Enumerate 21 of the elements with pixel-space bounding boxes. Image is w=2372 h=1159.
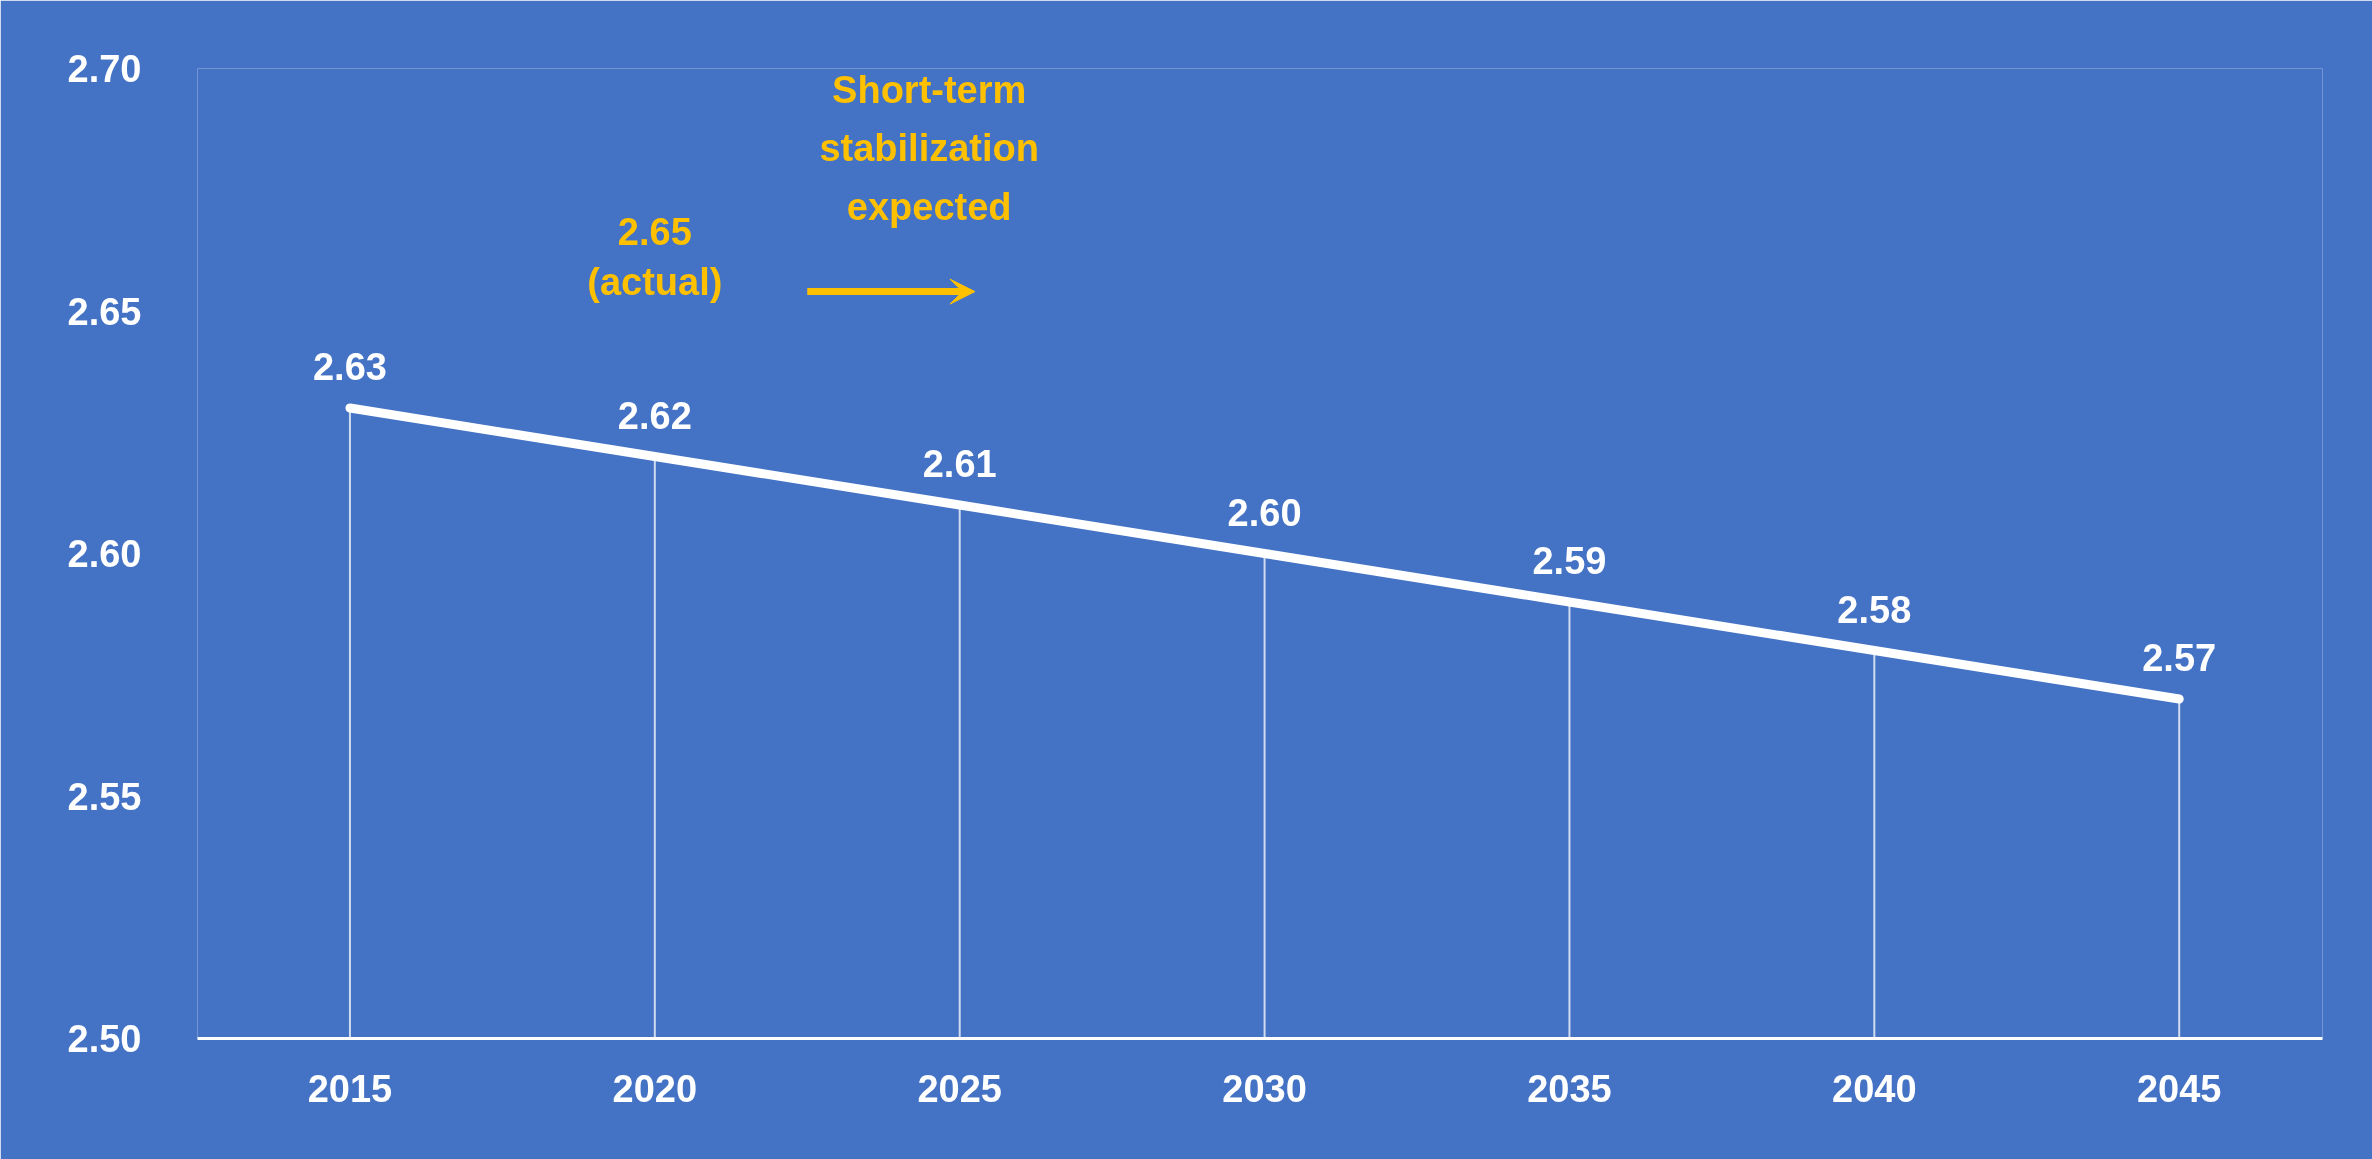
x-tick-label: 2020 — [612, 1067, 698, 1110]
text: 2.65 — [67, 290, 142, 333]
x-tick-label: 2035 — [1527, 1067, 1612, 1110]
annotation: 2.65 (actual) — [587, 210, 723, 303]
data-label: 2.57 — [2142, 637, 2217, 679]
x-tick-label: 2030 — [1222, 1067, 1307, 1110]
data-label: 2.63 — [312, 346, 387, 388]
x-tick-label: 2025 — [917, 1067, 1002, 1110]
data-label: 2.59 — [1532, 540, 1607, 582]
data-label: 2.58 — [1837, 588, 1912, 631]
text: 2.55 — [67, 775, 142, 818]
text: 2.70 — [67, 48, 142, 90]
data-label: 2.61 — [922, 443, 997, 485]
x-tick-label: 2045 — [2136, 1067, 2222, 1110]
annotation: Short-term stabilization expected — [819, 68, 1039, 229]
data-label: 2.62 — [617, 394, 692, 437]
text: 2.50 — [67, 1018, 142, 1060]
text: 2.60 — [67, 533, 142, 575]
x-tick-label: 2015 — [307, 1067, 393, 1110]
data-label: 2.60 — [1227, 491, 1302, 534]
x-tick-label: 2040 — [1832, 1067, 1917, 1110]
